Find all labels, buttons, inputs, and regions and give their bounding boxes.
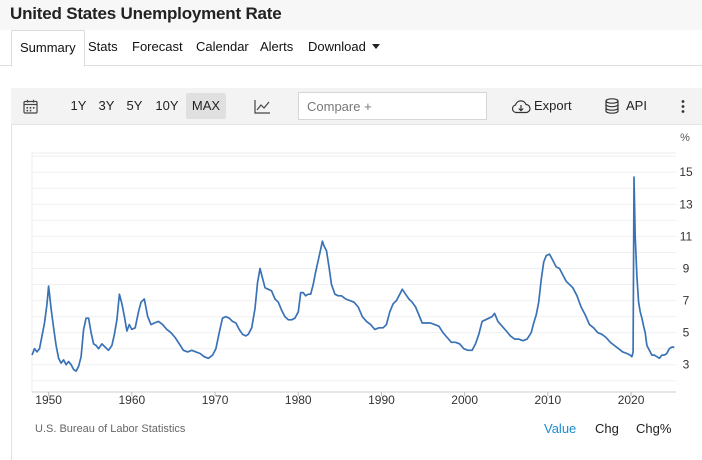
x-tick-label: 1950: [35, 393, 62, 407]
y-tick-label: 13: [679, 197, 693, 211]
cloud-download-icon[interactable]: [511, 99, 531, 114]
tab-summary[interactable]: Summary: [11, 30, 85, 67]
chart-toolbar: 1Y 3Y 5Y 10Y MAX Export API: [11, 88, 702, 125]
range-5y-button[interactable]: 5Y: [126, 98, 143, 113]
title-band: [0, 0, 702, 30]
mode-value-button[interactable]: Value: [544, 421, 577, 436]
range-max-button[interactable]: MAX: [186, 93, 226, 119]
tab-stats[interactable]: Stats: [88, 39, 118, 54]
y-tick-label: 11: [680, 229, 693, 243]
y-axis-labels: 3 5 7 9 11 13 15: [679, 165, 693, 371]
x-axis-labels: 1950 1960 1970 1980 1990 2000 2010 2020: [35, 392, 645, 407]
y-tick-label: 5: [683, 326, 690, 340]
api-button[interactable]: API: [626, 98, 647, 113]
series-line-unemployment[interactable]: [31, 176, 675, 372]
x-tick-label: 1970: [202, 393, 229, 407]
mode-chg-button[interactable]: Chg: [595, 421, 619, 436]
more-vertical-icon[interactable]: [680, 99, 686, 114]
calendar-icon[interactable]: [23, 99, 38, 114]
export-button[interactable]: Export: [534, 98, 572, 113]
data-source-label: U.S. Bureau of Labor Statistics: [35, 423, 186, 435]
caret-down-icon: [371, 44, 380, 49]
x-tick-label: 1960: [118, 393, 145, 407]
mode-chg-percent-button[interactable]: Chg%: [636, 421, 672, 436]
line-chart-icon[interactable]: [254, 99, 271, 114]
y-tick-label: 15: [679, 165, 693, 179]
tab-alerts[interactable]: Alerts: [260, 39, 294, 54]
tab-bar: Summary Stats Forecast Calendar Alerts D…: [0, 30, 702, 67]
x-tick-label: 2000: [451, 393, 478, 407]
y-tick-label: 7: [683, 294, 690, 308]
range-1y-button[interactable]: 1Y: [70, 98, 87, 113]
y-tick-label: 3: [683, 358, 690, 372]
tab-download[interactable]: Download: [308, 30, 380, 66]
tab-calendar[interactable]: Calendar: [196, 39, 249, 54]
plot-frame: [31, 152, 676, 392]
x-tick-label: 2020: [618, 393, 645, 407]
page-title: United States Unemployment Rate: [10, 4, 282, 23]
range-10y-button[interactable]: 10Y: [155, 98, 179, 113]
x-tick-label: 2010: [535, 393, 562, 407]
x-tick-label: 1980: [285, 393, 312, 407]
y-tick-label: 9: [683, 261, 690, 275]
x-tick-label: 1990: [368, 393, 395, 407]
compare-input[interactable]: [298, 92, 487, 120]
tab-download-label: Download: [308, 39, 366, 54]
tab-forecast[interactable]: Forecast: [132, 39, 183, 54]
chart-grid: [31, 152, 676, 393]
database-icon[interactable]: [605, 98, 619, 114]
range-3y-button[interactable]: 3Y: [98, 98, 115, 113]
y-axis-unit: %: [680, 132, 690, 144]
